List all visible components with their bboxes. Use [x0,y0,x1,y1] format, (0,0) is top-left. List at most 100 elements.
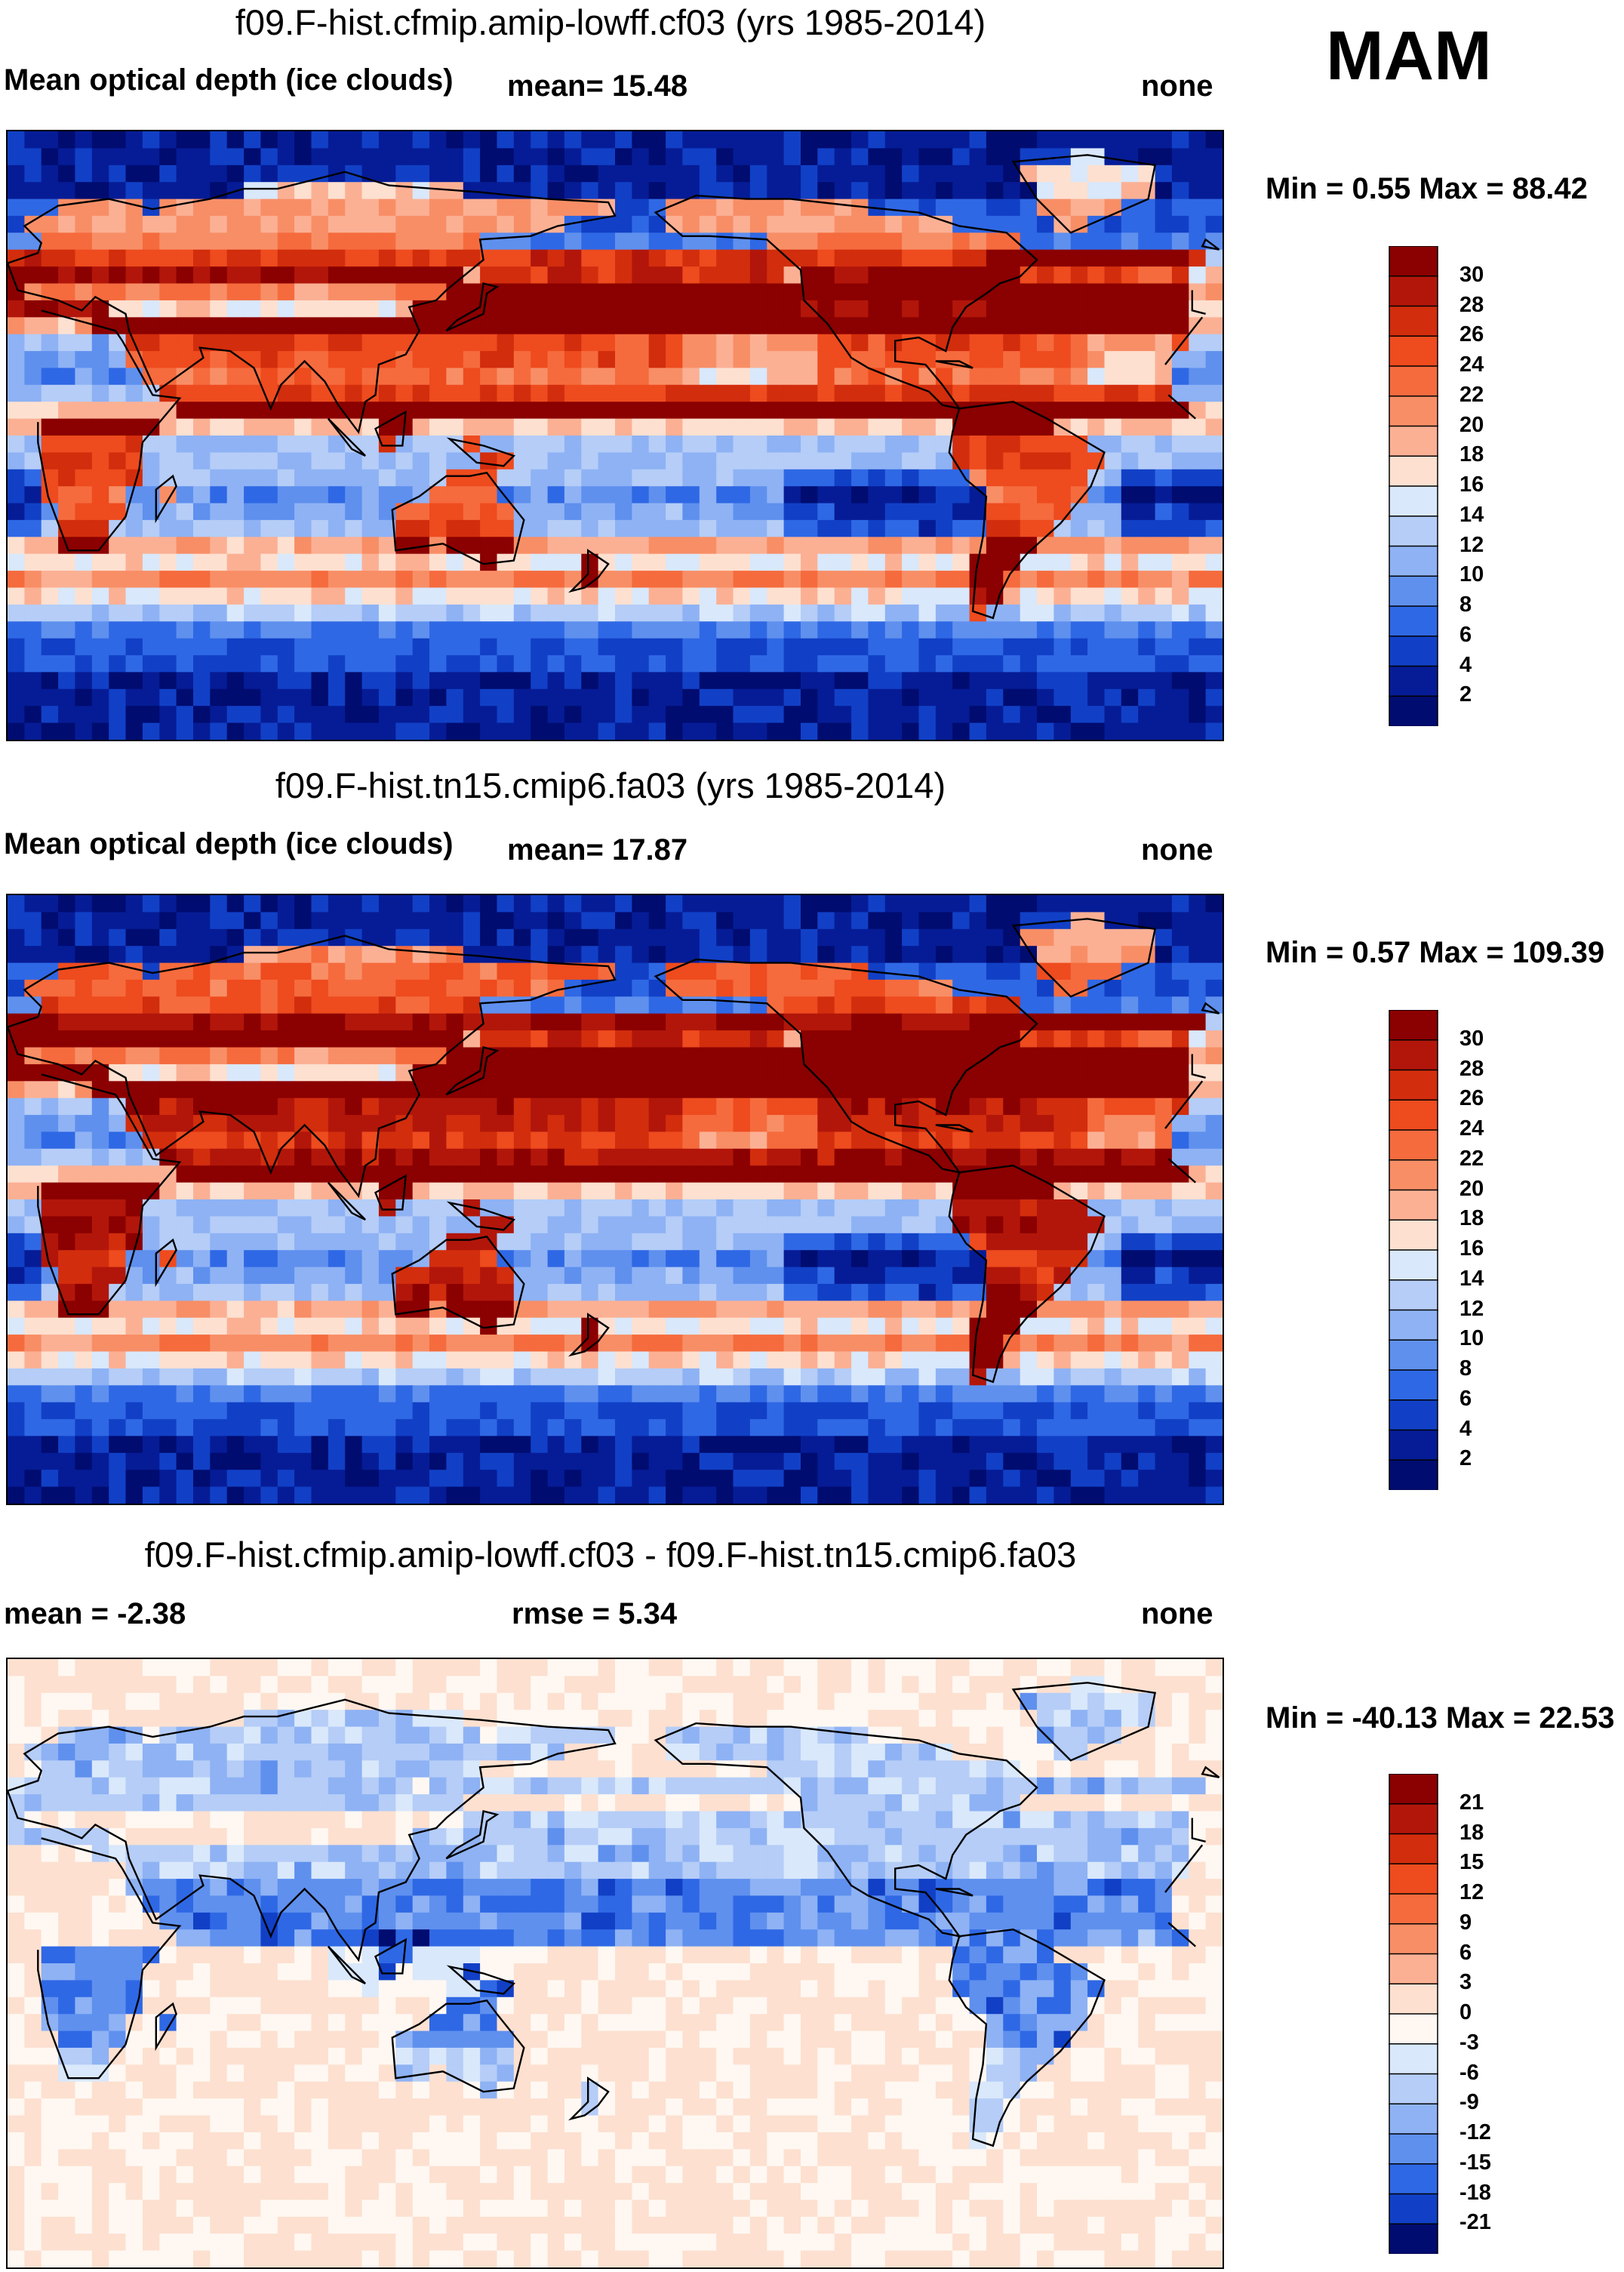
panel-bottom-mean: mean = -2.38 [4,1597,186,1630]
colorbar-swatch [1389,1129,1438,1161]
colorbar-tick-label: 9 [1459,1910,1472,1935]
coastline [391,471,525,565]
coastline [935,360,973,369]
coastline [948,1164,1106,1384]
colorbar-tick-label: 10 [1459,1326,1484,1351]
coastline [327,1181,366,1221]
colorbar-bottom-svg [1389,1774,1438,2254]
colorbar-tick-label: 22 [1459,382,1484,407]
coastline [935,1124,973,1133]
colorbar-tick-label: 12 [1459,532,1484,557]
coastline [155,2002,177,2052]
colorbar-swatch [1389,335,1438,368]
colorbar-swatch [1389,1249,1438,1281]
coastline [8,171,1206,435]
map-top-svg [8,131,1223,740]
coastline [1201,1002,1220,1014]
colorbar-tick-label: 8 [1459,1356,1472,1381]
colorbar-tick-label: 15 [1459,1850,1484,1875]
colorbar-swatch [1389,1369,1438,1401]
colorbar-tick-label: -12 [1459,2120,1491,2144]
coastline [155,474,177,524]
colorbar-tick-label: 2 [1459,682,1472,707]
colorbar-top [1389,246,1438,726]
coastline [935,1888,973,1897]
colorbar-swatch [1389,1159,1438,1191]
colorbar-swatch [1389,516,1438,547]
colorbar-tick-label: 4 [1459,652,1472,677]
coastline [445,1046,500,1096]
colorbar-tick-label: 16 [1459,1236,1484,1261]
colorbar-tick-label: -18 [1459,2180,1491,2205]
colorbar-swatch [1389,1219,1438,1251]
colorbar-swatch [1389,2073,1438,2105]
colorbar-swatch [1389,2163,1438,2195]
coastline [327,1945,366,1984]
coastline [37,1837,1204,2080]
map-bottom-svg [8,1659,1223,2267]
colorbar-tick-label: 14 [1459,502,1484,527]
colorbar-swatch [1389,2223,1438,2254]
panel-bottom-rmse: rmse = 5.34 [512,1597,678,1630]
colorbar-swatch [1389,425,1438,457]
colorbar-tick-label: 12 [1459,1880,1484,1904]
colorbar-swatch [1389,1833,1438,1865]
colorbar-swatch [1389,1069,1438,1101]
colorbar-tick-label: 24 [1459,1116,1484,1141]
panel-middle-variable: Mean optical depth (ice clouds) [4,827,454,860]
colorbar-swatch [1389,2043,1438,2075]
panel-top-units: none [1141,69,1213,103]
map-panel-middle [6,894,1224,1505]
map-panel-top [6,130,1224,741]
coastline [654,1722,1038,1938]
colorbar-swatch [1389,1459,1438,1490]
colorbar-tick-label: 18 [1459,442,1484,467]
colorbar-tick-label: 20 [1459,1176,1484,1201]
panel-top-variable: Mean optical depth (ice clouds) [4,63,454,97]
colorbar-swatch [1389,305,1438,337]
coastline [654,958,1038,1174]
colorbar-tick-label: 26 [1459,1086,1484,1111]
coastline [374,1938,408,1975]
colorbar-tick-label: -21 [1459,2210,1491,2235]
colorbar-swatch [1389,605,1438,637]
colorbar-tick-label: -6 [1459,2060,1479,2085]
colorbar-swatch [1389,1309,1438,1341]
colorbar-tick-label: -3 [1459,2030,1479,2055]
coastline [8,934,1206,1199]
colorbar-swatch [1389,2193,1438,2225]
coastline [1201,1766,1220,1778]
colorbar-tick-label: 2 [1459,1446,1472,1471]
colorbar-tick-label: 10 [1459,562,1484,587]
colorbar-swatch [1389,365,1438,397]
colorbar-tick-label: 30 [1459,262,1484,287]
colorbar-tick-label: 6 [1459,1386,1472,1411]
colorbar-swatch [1389,1279,1438,1311]
colorbar-bottom [1389,1774,1438,2254]
season-label: MAM [1326,17,1492,94]
panel-bottom-units: none [1141,1597,1213,1630]
colorbar-swatch [1389,695,1438,726]
coastline [37,1073,1204,1316]
coastline [445,1810,500,1860]
panel-top-minmax: Min = 0.55 Max = 88.42 [1266,172,1588,205]
coastline [1011,918,1157,998]
colorbar-swatch [1389,1189,1438,1221]
colorbar-top-svg [1389,246,1438,726]
colorbar-tick-label: 14 [1459,1266,1484,1291]
colorbar-swatch [1389,1399,1438,1431]
colorbar-swatch [1389,1803,1438,1835]
colorbar-swatch [1389,636,1438,667]
colorbar-tick-label: 8 [1459,593,1472,617]
panel-bottom-title: f09.F-hist.cfmip.amip-lowff.cf03 - f09.F… [144,1535,1077,1575]
panel-middle-minmax: Min = 0.57 Max = 109.39 [1266,936,1605,969]
colorbar-tick-label: 18 [1459,1206,1484,1231]
panel-bottom-minmax: Min = -40.13 Max = 22.53 [1266,1701,1615,1735]
coastline [374,1174,408,1211]
coastline [948,400,1106,620]
panel-middle-title: f09.F-hist.tn15.cmip6.fa03 (yrs 1985-201… [275,765,946,805]
map-panel-bottom [6,1658,1224,2269]
colorbar-tick-label: 12 [1459,1296,1484,1321]
panel-top-title: f09.F-hist.cfmip.amip-lowff.cf03 (yrs 19… [235,2,986,42]
coastline [1011,154,1157,234]
